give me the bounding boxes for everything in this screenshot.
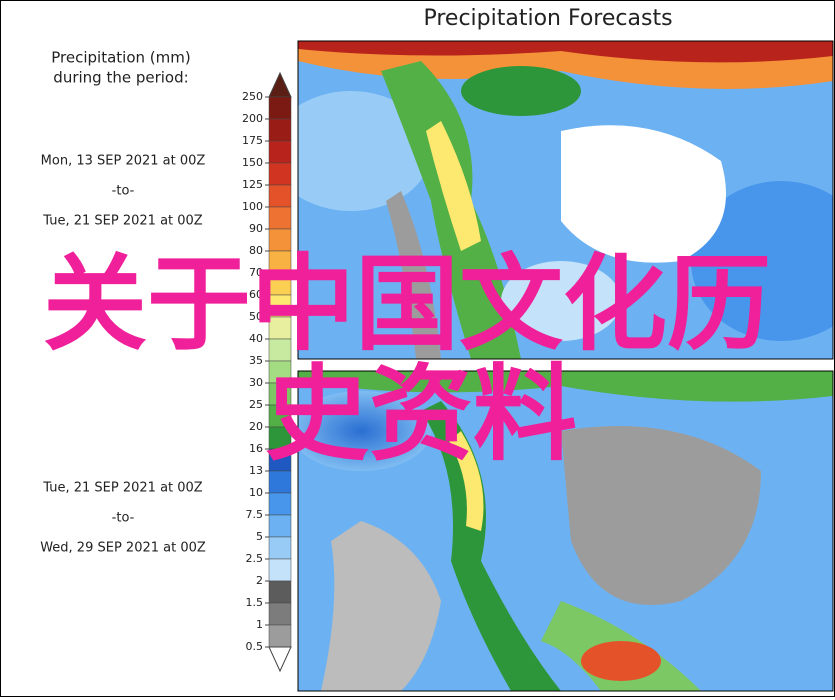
colorbar-tick-label: 2 xyxy=(256,574,263,587)
colorbar-tick-label: 1.5 xyxy=(246,596,264,609)
period-sep: -to- xyxy=(112,511,135,526)
colorbar-tick-label: 175 xyxy=(242,134,263,147)
colorbar-segment xyxy=(268,162,292,186)
period-sep: -to- xyxy=(112,184,135,199)
colorbar-tick-label: 20 xyxy=(249,420,263,433)
colorbar-tick-label: 40 xyxy=(249,332,263,345)
colorbar-tick-label: 25 xyxy=(249,398,263,411)
legend-title: during the period: xyxy=(53,69,188,87)
colorbar-tick-label: 200 xyxy=(242,112,263,125)
map-panel xyxy=(298,41,833,359)
colorbar-tick-label: 80 xyxy=(249,244,263,257)
colorbar-tick-label: 150 xyxy=(242,156,263,169)
legend-title: Precipitation (mm) xyxy=(51,49,190,67)
colorbar-tick-label: 35 xyxy=(249,354,263,367)
period-start: Tue, 21 SEP 2021 at 00Z xyxy=(42,481,203,496)
map-border xyxy=(297,370,834,692)
colorbar-segment xyxy=(268,206,292,230)
period-end: Tue, 21 SEP 2021 at 00Z xyxy=(42,214,203,229)
colorbar-tick-label: 125 xyxy=(242,178,263,191)
colorbar-cap xyxy=(268,646,292,673)
colorbar-cap xyxy=(268,71,292,98)
map-border xyxy=(297,40,834,360)
title: Precipitation Forecasts xyxy=(423,6,672,31)
overlay-line: 史资料 xyxy=(265,353,578,475)
period-start: Mon, 13 SEP 2021 at 00Z xyxy=(41,154,206,169)
colorbar-segment xyxy=(268,492,292,516)
colorbar-tick-label: 1 xyxy=(256,618,263,631)
colorbar-segment xyxy=(268,580,292,604)
colorbar-segment xyxy=(268,514,292,538)
colorbar-tick-label: 60 xyxy=(249,288,263,301)
colorbar-tick-label: 5 xyxy=(256,530,263,543)
colorbar-segment xyxy=(268,536,292,560)
colorbar-tick-label: 10 xyxy=(249,486,263,499)
overlay-text: 关于中国文化历 史资料 xyxy=(43,249,833,469)
colorbar-tick-label: 70 xyxy=(249,266,263,279)
colorbar-segment xyxy=(268,96,292,120)
colorbar-segment xyxy=(268,602,292,626)
colorbar-tick-label: 30 xyxy=(249,376,263,389)
colorbar-tick-label: 90 xyxy=(249,222,263,235)
colorbar-tick-label: 100 xyxy=(242,200,263,213)
colorbar-segment xyxy=(268,558,292,582)
colorbar-tick-label: 50 xyxy=(249,310,263,323)
colorbar-tick-label: 250 xyxy=(242,90,263,103)
colorbar-tick-label: 16 xyxy=(249,442,263,455)
colorbar-segment xyxy=(268,118,292,142)
overlay-line: 关于中国文化历 xyxy=(43,243,772,365)
colorbar-tick-label: 13 xyxy=(249,464,263,477)
colorbar-tick-label: 2.5 xyxy=(246,552,264,565)
colorbar-segment xyxy=(268,184,292,208)
colorbar-tick-label: 0.5 xyxy=(246,640,264,653)
colorbar-segment xyxy=(268,140,292,164)
map-panel xyxy=(298,371,833,691)
colorbar-segment xyxy=(268,624,292,648)
period-end: Wed, 29 SEP 2021 at 00Z xyxy=(40,541,206,556)
colorbar-tick-label: 7.5 xyxy=(246,508,264,521)
